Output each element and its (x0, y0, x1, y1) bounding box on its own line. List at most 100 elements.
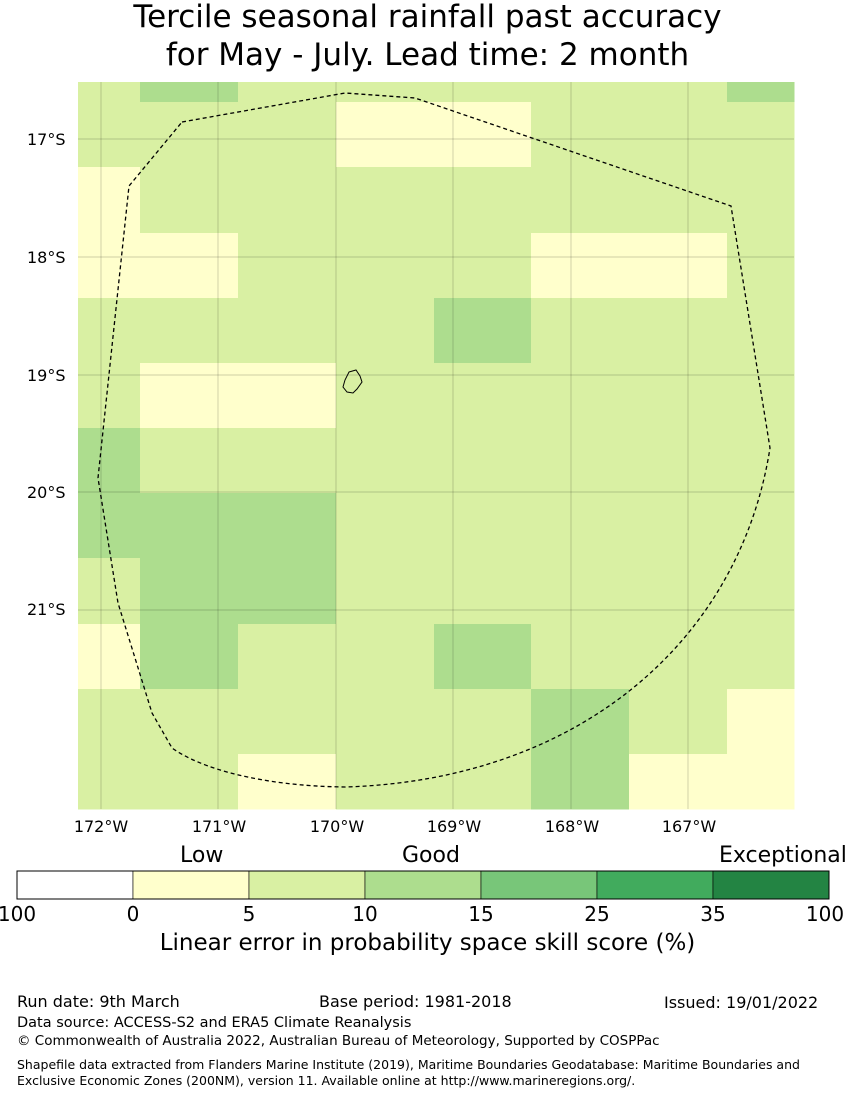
skill-cell (78, 233, 141, 299)
data-source: Data source: ACCESS-S2 and ERA5 Climate … (17, 1015, 412, 1031)
skill-cell (238, 558, 337, 625)
chart-title-line2: for May - July. Lead time: 2 month (165, 37, 690, 73)
colorbar (16, 870, 830, 900)
skill-cell (336, 558, 435, 625)
lat-label-20s: 20°S (27, 483, 66, 502)
skill-cell (140, 428, 239, 494)
skill-grid (78, 82, 795, 810)
skill-cell (78, 167, 141, 234)
skill-cell (531, 233, 630, 299)
skill-cell (434, 624, 532, 690)
colorbar-tick: 5 (242, 902, 256, 926)
skill-cell (629, 82, 728, 103)
skill-cell (629, 754, 728, 810)
lat-label-21s: 21°S (27, 600, 66, 619)
skill-cell (531, 82, 630, 103)
skill-cell (629, 493, 728, 559)
skill-cell (434, 233, 532, 299)
skill-cell (140, 624, 239, 690)
skill-cell (78, 624, 141, 690)
skill-cell (238, 624, 337, 690)
skill-cell (531, 363, 630, 429)
skill-cell (78, 493, 141, 559)
lon-label-168w: 168°W (544, 817, 600, 836)
skill-cell (727, 298, 795, 364)
skill-cell (434, 558, 532, 625)
skill-cell (336, 754, 435, 810)
lat-label-18s: 18°S (27, 248, 66, 267)
lon-label-172w: 172°W (73, 817, 129, 836)
skill-cell (629, 558, 728, 625)
skill-cell (78, 558, 141, 625)
skill-cell (140, 558, 239, 625)
skill-cell (140, 298, 239, 364)
skill-cell (78, 754, 141, 810)
shapefile-credit: Shapefile data extracted from Flanders M… (17, 1057, 800, 1088)
colorbar-segment (596, 870, 714, 900)
skill-cell (629, 298, 728, 364)
skill-cell (531, 493, 630, 559)
skill-cell (140, 363, 239, 429)
skill-cell (434, 493, 532, 559)
skill-cell (336, 167, 435, 234)
skill-cell (434, 298, 532, 364)
skill-cell (531, 689, 630, 755)
skill-cell (629, 689, 728, 755)
skill-cell (140, 754, 239, 810)
skill-cell (531, 428, 630, 494)
colorbar-segment (480, 870, 598, 900)
skill-cell (531, 102, 630, 168)
skill-cell (238, 493, 337, 559)
skill-cell (78, 102, 141, 168)
skill-cell (434, 102, 532, 168)
colorbar-tick: 100 (0, 902, 37, 926)
colorbar-segment (16, 870, 134, 900)
colorbar-label: Linear error in probability space skill … (159, 930, 696, 956)
skill-cell (336, 363, 435, 429)
skill-cell (238, 102, 337, 168)
base-period: Base period: 1981-2018 (319, 992, 512, 1011)
skill-cell (727, 82, 795, 103)
skill-cell (336, 233, 435, 299)
skill-cell (78, 689, 141, 755)
skill-cell (336, 82, 435, 103)
lon-label-167w: 167°W (661, 817, 717, 836)
skill-cell (629, 167, 728, 234)
skill-cell (78, 428, 141, 494)
lat-label-19s: 19°S (27, 366, 66, 385)
skill-cell (727, 363, 795, 429)
skill-cell (727, 624, 795, 690)
skill-cell (238, 428, 337, 494)
skill-cell (140, 167, 239, 234)
skill-cell (336, 298, 435, 364)
skill-cell (434, 363, 532, 429)
skill-cell (238, 233, 337, 299)
skill-cell (629, 363, 728, 429)
skill-cell (336, 102, 435, 168)
skill-cell (140, 493, 239, 559)
skill-cell (140, 689, 239, 755)
skill-cell (434, 689, 532, 755)
skill-cell (140, 82, 239, 103)
skill-cell (629, 624, 728, 690)
skill-cell (336, 689, 435, 755)
skill-cell (727, 102, 795, 168)
skill-cell (531, 558, 630, 625)
skill-cell (336, 493, 435, 559)
skill-cell (238, 754, 337, 810)
lon-label-170w: 170°W (309, 817, 365, 836)
issued-date: Issued: 19/01/2022 (664, 993, 819, 1012)
skill-cell (434, 428, 532, 494)
skill-cell (727, 428, 795, 494)
skill-cell (727, 493, 795, 559)
colorbar-category-exceptional: Exceptional (719, 843, 847, 868)
colorbar-segment (248, 870, 366, 900)
copyright-notice: © Commonwealth of Australia 2022, Austra… (17, 1033, 660, 1049)
skill-cell (629, 428, 728, 494)
colorbar-outline (16, 870, 830, 900)
skill-cell (238, 363, 337, 429)
colorbar-category-low: Low (180, 843, 224, 868)
skill-cell (140, 233, 239, 299)
skill-cell (531, 298, 630, 364)
